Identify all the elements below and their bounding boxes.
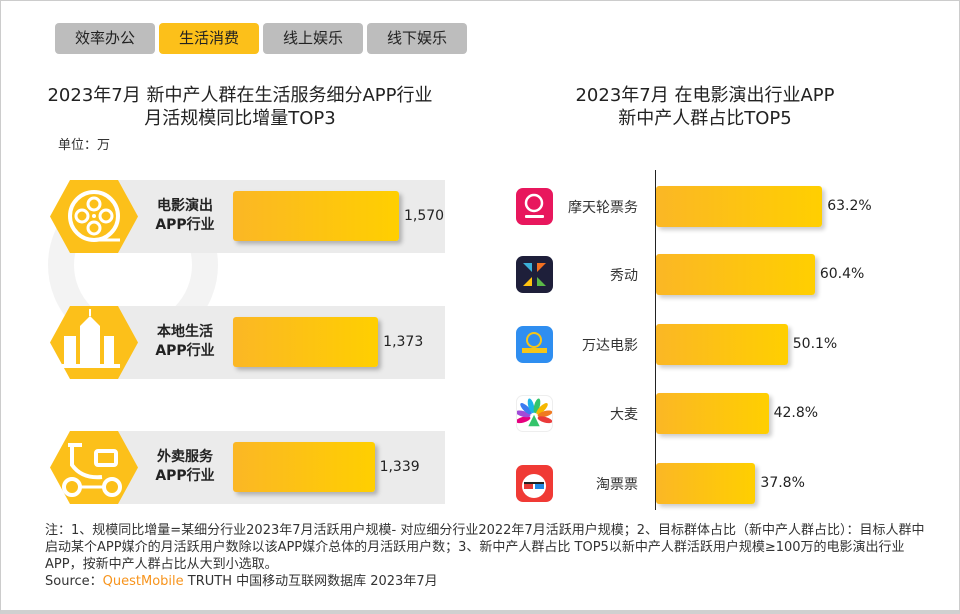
right-chart-title: 2023年7月 在电影演出行业APP 新中产人群占比TOP5 [560,84,850,130]
category-label-line1: 本地生活 [157,324,213,340]
source-label: Source： [45,574,103,589]
category-label: 电影演出 APP行业 [140,197,230,235]
left-title-line1: 2023年7月 新中产人群在生活服务细分APP行业 [47,85,433,106]
right-title-line2: 新中产人群占比TOP5 [618,108,792,129]
tab-offline-entertainment[interactable]: 线下娱乐 [367,23,467,54]
value-label: 60.4% [819,266,865,282]
value-label: 42.8% [773,405,819,421]
motianlun-app-icon [516,188,553,225]
app-label: 万达电影 [582,338,638,354]
value-label: 63.2% [827,198,872,214]
source-brand: QuestMobile [102,574,184,589]
right-chart-axis [655,170,656,510]
bar [656,254,815,295]
category-label: 外卖服务 APP行业 [140,448,230,486]
right-title-line1: 2023年7月 在电影演出行业APP [575,85,835,106]
tab-life-consumption[interactable]: 生活消费 [159,23,259,54]
bar [233,191,399,241]
category-label-line1: 外卖服务 [157,449,213,465]
app-label: 秀动 [610,268,638,284]
value-label: 1,339 [379,459,420,475]
category-label-line1: 电影演出 [157,198,213,214]
category-label-line2: APP行业 [155,468,215,484]
bar [233,317,379,367]
xiudong-app-icon [516,256,553,293]
app-label: 淘票票 [596,477,638,493]
bar [656,393,769,434]
left-title-line2: 月活规模同比增量TOP3 [144,108,336,129]
bar [656,324,788,365]
category-label-line2: APP行业 [155,343,215,359]
footnote: 注：1、规模同比增量=某细分行业2023年7月活跃用户规模- 对应细分行业202… [45,523,925,572]
footer: 注：1、规模同比增量=某细分行业2023年7月活跃用户规模- 对应细分行业202… [45,522,925,590]
value-label: 1,570 [404,208,445,224]
source-text: TRUTH 中国移动互联网数据库 2023年7月 [183,574,438,589]
left-chart-title: 2023年7月 新中产人群在生活服务细分APP行业 月活规模同比增量TOP3 [0,84,480,130]
delivery-scooter-icon [50,431,138,504]
category-label: 本地生活 APP行业 [140,323,230,361]
category-label-line2: APP行业 [155,217,215,233]
app-label: 大麦 [610,407,638,423]
tab-efficiency-office[interactable]: 效率办公 [55,23,155,54]
wanda-app-icon [516,326,553,363]
tab-online-entertainment[interactable]: 线上娱乐 [263,23,363,54]
unit-label: 单位：万 [58,138,111,153]
taopiaopiao-app-icon [516,465,553,502]
bar [656,463,756,504]
damai-app-icon [516,395,553,432]
app-label: 摩天轮票务 [568,200,638,216]
bar [656,186,823,227]
film-reel-icon [50,180,138,253]
city-buildings-icon [50,306,138,379]
value-label: 1,373 [383,334,424,350]
value-label: 37.8% [760,475,805,491]
bar [233,442,375,492]
value-label: 50.1% [792,336,838,352]
source-line: Source：QuestMobile TRUTH 中国移动互联网数据库 2023… [45,573,925,590]
